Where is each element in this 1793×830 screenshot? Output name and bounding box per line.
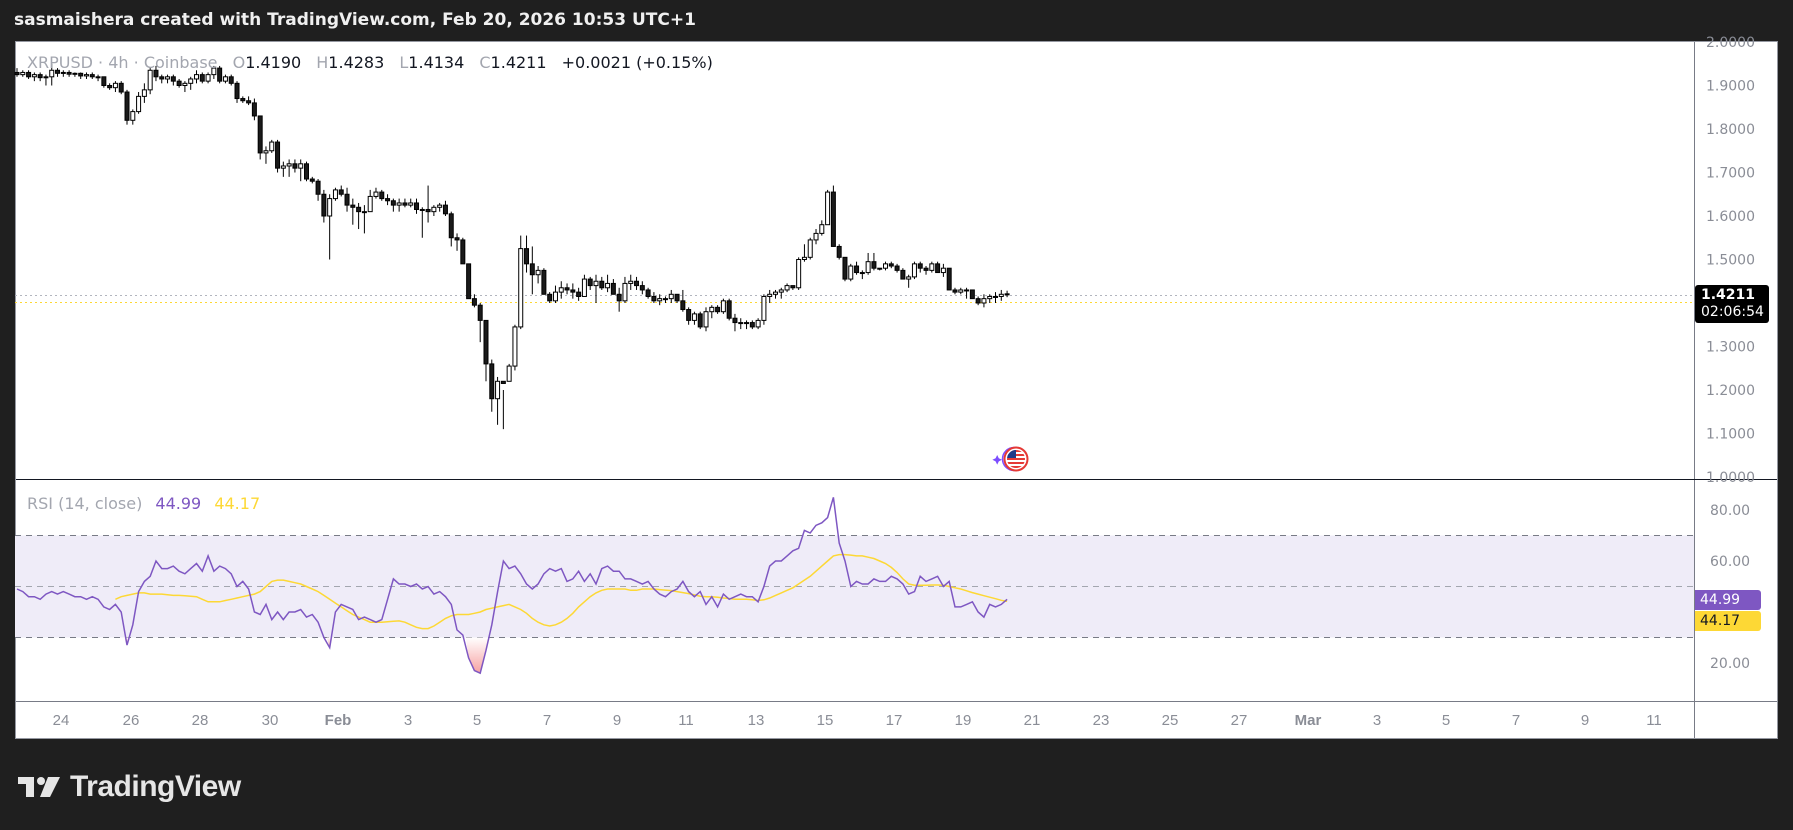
- svg-text:60.00: 60.00: [1710, 554, 1750, 570]
- svg-text:1.8000: 1.8000: [1706, 122, 1755, 138]
- rsi-oversold-fill: [124, 637, 489, 674]
- rsi-legend: RSI (14, close) 44.99 44.17: [27, 494, 260, 513]
- svg-text:1.0000: 1.0000: [1706, 470, 1755, 486]
- svg-text:2.0000: 2.0000: [1706, 35, 1755, 51]
- tradingview-logo[interactable]: TradingView: [18, 770, 241, 804]
- chart-structure: [15, 41, 1778, 739]
- svg-text:7: 7: [1512, 712, 1520, 729]
- symbol-name[interactable]: XRPUSD: [27, 53, 93, 72]
- rsi-title[interactable]: RSI (14, close): [27, 494, 143, 513]
- change-value: +0.0021 (+0.15%): [561, 53, 713, 72]
- svg-text:11: 11: [1646, 712, 1662, 729]
- svg-text:Feb: Feb: [325, 712, 352, 729]
- svg-text:1.6000: 1.6000: [1706, 209, 1755, 225]
- high-value: 1.4283: [328, 53, 385, 72]
- svg-text:9: 9: [613, 712, 621, 729]
- svg-text:1.1000: 1.1000: [1706, 427, 1755, 443]
- exchange: Coinbase: [143, 53, 218, 72]
- svg-text:3: 3: [404, 712, 412, 729]
- svg-text:Mar: Mar: [1295, 712, 1322, 729]
- rsi-axis[interactable]: 80.00 60.00 20.00: [1710, 503, 1750, 672]
- brand-name: TradingView: [70, 770, 241, 803]
- svg-text:25: 25: [1162, 712, 1179, 729]
- rsi-value: 44.99: [155, 494, 202, 513]
- candlestick-series: [14, 63, 1010, 430]
- rsi-ma-line: [115, 553, 1008, 630]
- svg-text:27: 27: [1231, 712, 1248, 729]
- svg-text:9: 9: [1581, 712, 1589, 729]
- close-value: 1.4211: [490, 53, 547, 72]
- price-axis[interactable]: 2.0000 1.9000 1.8000 1.7000 1.6000 1.5000 1.30…: [1706, 35, 1755, 486]
- svg-text:5: 5: [473, 712, 481, 729]
- svg-text:1.5000: 1.5000: [1706, 253, 1755, 269]
- svg-text:80.00: 80.00: [1710, 503, 1750, 519]
- attribution-header: sasmaishera created with TradingView.com…: [14, 10, 696, 30]
- time-axis[interactable]: 24 26 28 30 Feb 3 5 7 9 11 13 15 17 19 21 23 25 27 Mar 3 5 7 9…: [53, 712, 1662, 729]
- svg-text:13: 13: [748, 712, 765, 729]
- svg-text:1.7000: 1.7000: [1706, 166, 1755, 182]
- svg-text:1.9000: 1.9000: [1706, 79, 1755, 95]
- low-value: 1.4134: [408, 53, 465, 72]
- last-price-label: 1.4211 02:06:54: [1695, 285, 1769, 323]
- open-value: 1.4190: [245, 53, 302, 72]
- svg-text:3: 3: [1373, 712, 1381, 729]
- svg-text:17: 17: [886, 712, 903, 729]
- svg-text:1.2000: 1.2000: [1706, 383, 1755, 399]
- svg-text:23: 23: [1093, 712, 1110, 729]
- svg-text:7: 7: [543, 712, 551, 729]
- symbol-legend: XRPUSD · 4h · Coinbase O1.4190 H1.4283 L…: [27, 53, 713, 72]
- rsi-value-label: 44.99: [1695, 590, 1761, 610]
- svg-text:26: 26: [123, 712, 140, 729]
- svg-text:20.00: 20.00: [1710, 656, 1750, 672]
- svg-text:1.3000: 1.3000: [1706, 340, 1755, 356]
- rsi-line: [16, 497, 1008, 675]
- svg-text:28: 28: [192, 712, 209, 729]
- last-price: 1.4211: [1701, 287, 1756, 303]
- rsi-ma-value-label: 44.17: [1695, 611, 1761, 631]
- svg-text:21: 21: [1024, 712, 1041, 729]
- svg-text:24: 24: [53, 712, 70, 729]
- bar-countdown: 02:06:54: [1701, 304, 1764, 320]
- svg-text:30: 30: [262, 712, 279, 729]
- svg-text:5: 5: [1442, 712, 1450, 729]
- svg-text:19: 19: [955, 712, 972, 729]
- svg-text:11: 11: [678, 712, 694, 729]
- svg-text:15: 15: [817, 712, 834, 729]
- tradingview-logo-icon: [18, 777, 60, 797]
- interval[interactable]: 4h: [108, 53, 129, 72]
- us-flag-economic-event-icon[interactable]: [992, 445, 1032, 477]
- rsi-ma-value: 44.17: [214, 494, 261, 513]
